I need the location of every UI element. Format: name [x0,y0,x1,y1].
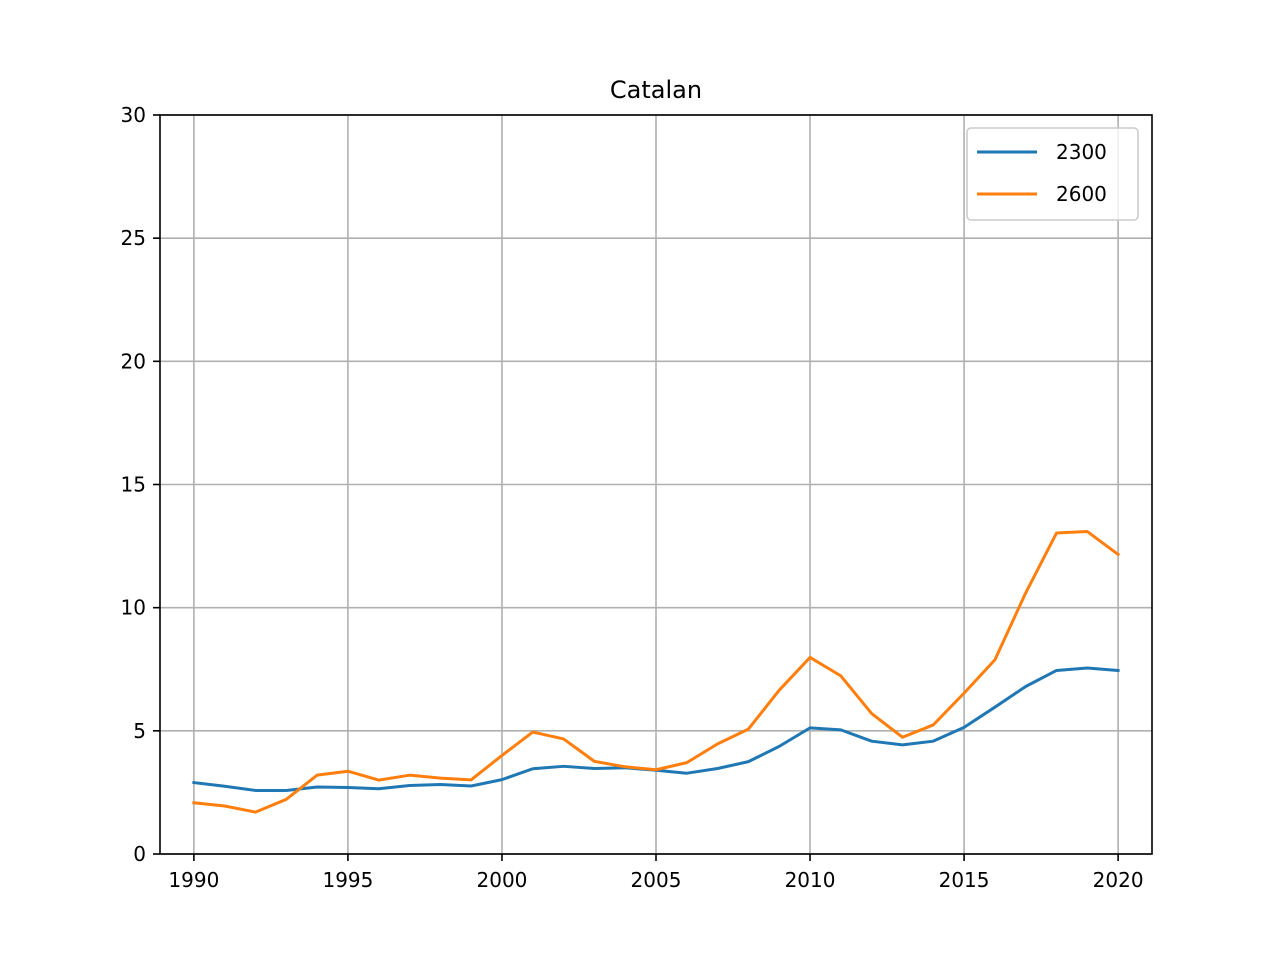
legend-label-2600: 2600 [1056,182,1107,206]
x-tick-label-2005: 2005 [631,868,682,892]
x-tick-label-2010: 2010 [785,868,836,892]
legend-label-2300: 2300 [1056,140,1107,164]
y-tick-label-25: 25 [121,226,146,250]
legend: 2300 2600 [966,127,1139,221]
x-tick-label-1990: 1990 [168,868,219,892]
series-line-2600 [192,530,1121,814]
x-tick-label-2015: 2015 [939,868,990,892]
y-tick-label-0: 0 [133,842,146,866]
x-tick-label-2000: 2000 [477,868,528,892]
y-tick-label-10: 10 [121,596,146,620]
y-tick-label-20: 20 [121,349,146,373]
y-tick-label-15: 15 [121,473,146,497]
chart-title: Catalan [610,76,702,104]
x-tick-label-1995: 1995 [322,868,373,892]
legend-box [966,127,1139,221]
y-tick-label-30: 30 [121,103,146,127]
y-tick-label-5: 5 [133,719,146,743]
axis-ticks: 1990 1995 2000 2005 2010 2015 2020 0 5 10 15 20 25 30 [121,103,1144,892]
x-tick-label-2020: 2020 [1093,868,1144,892]
series-lines [192,530,1121,814]
